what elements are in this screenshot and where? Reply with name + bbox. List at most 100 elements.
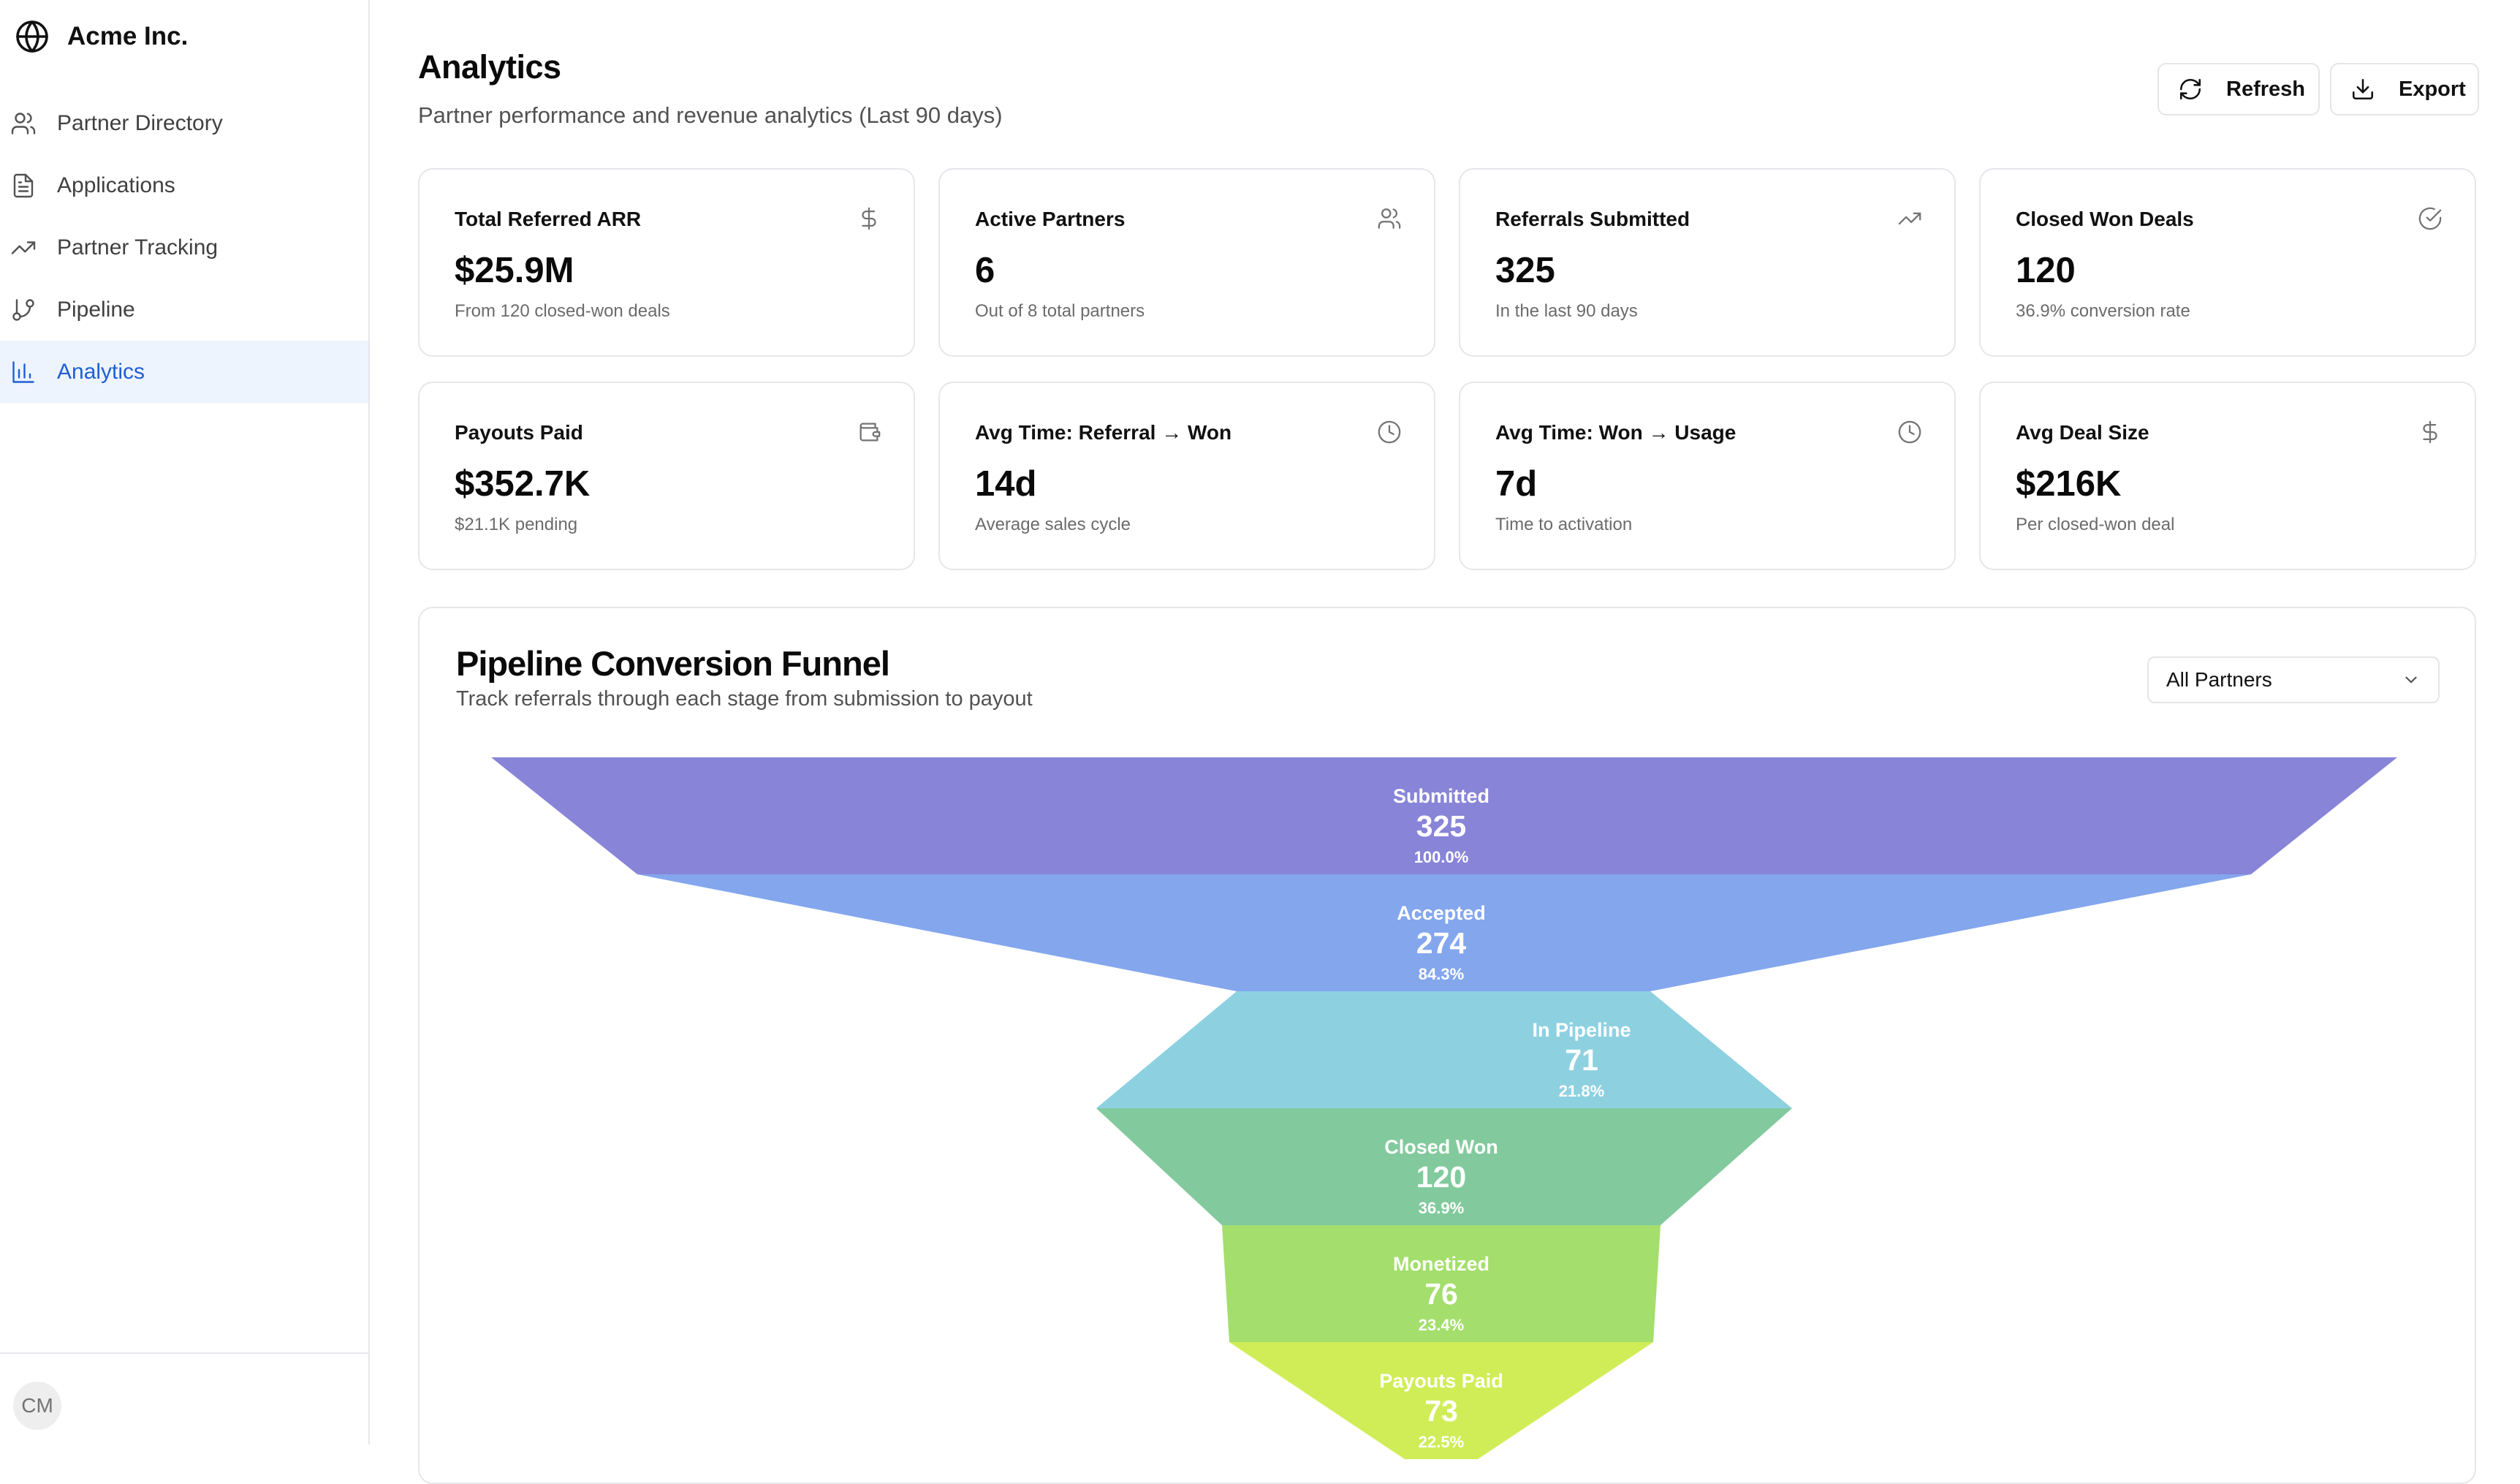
stat-description: Per closed-won deal xyxy=(2016,515,2175,534)
stat-title: Avg Time: Won → Usage xyxy=(1495,421,1737,444)
globe-icon xyxy=(15,19,50,54)
funnel-stage-value: 120 xyxy=(1416,1160,1466,1194)
stat-title: Active Partners xyxy=(975,208,1126,230)
funnel-subtitle: Track referrals through each stage from … xyxy=(456,687,1033,711)
funnel-stage-in-pipeline[interactable] xyxy=(1096,991,1792,1108)
funnel-stage-value: 76 xyxy=(1424,1277,1458,1311)
stat-description: Time to activation xyxy=(1495,515,1633,534)
funnel-stage-value: 71 xyxy=(1565,1043,1598,1077)
stat-description: From 120 closed-won deals xyxy=(455,301,670,321)
stat-description: 36.9% conversion rate xyxy=(2016,301,2190,321)
dollar-icon xyxy=(857,206,881,231)
sidebar-item-label: Pipeline xyxy=(57,297,135,322)
wallet-icon xyxy=(857,420,881,444)
sidebar-footer: CM xyxy=(0,1352,368,1430)
trending-up-icon xyxy=(10,235,37,261)
stat-description: Average sales cycle xyxy=(975,515,1131,534)
sidebar-item-partner-tracking[interactable]: Partner Tracking xyxy=(0,216,368,279)
stat-value: 7d xyxy=(1495,464,1538,504)
stat-value: 14d xyxy=(975,464,1037,504)
stat-card-avg-deal-size: Avg Deal Size $216K Per closed-won deal xyxy=(1979,382,2476,570)
sidebar-item-partner-directory[interactable]: Partner Directory xyxy=(0,92,368,154)
bar-chart-icon xyxy=(10,359,37,385)
stat-value: $25.9M xyxy=(455,251,574,290)
refresh-button[interactable]: Refresh xyxy=(2157,63,2320,116)
avatar[interactable]: CM xyxy=(13,1382,61,1430)
sidebar: Acme Inc. Partner Directory Applications… xyxy=(0,0,370,1445)
stat-card-payouts-paid: Payouts Paid $352.7K $21.1K pending xyxy=(418,382,915,570)
partner-filter-select[interactable]: All Partners xyxy=(2147,656,2440,703)
stat-title: Referrals Submitted xyxy=(1495,208,1690,230)
pipeline-funnel-card: Pipeline Conversion Funnel Track referra… xyxy=(418,607,2476,1484)
stat-card-total-referred-arr: Total Referred ARR $25.9M From 120 close… xyxy=(418,168,915,357)
dollar-icon xyxy=(2418,420,2443,444)
chevron-down-icon xyxy=(2402,670,2421,689)
stat-value: $216K xyxy=(2016,464,2122,504)
clock-icon xyxy=(1897,420,1922,444)
funnel-stage-accepted[interactable] xyxy=(637,874,2251,991)
partner-filter-value: All Partners xyxy=(2166,668,2272,691)
users-icon xyxy=(10,110,37,137)
funnel-stage-value: 274 xyxy=(1416,926,1467,960)
page-title: Analytics xyxy=(418,48,561,86)
funnel-stage-percent: 21.8% xyxy=(1559,1082,1604,1100)
brand-name: Acme Inc. xyxy=(67,22,189,50)
stat-title: Avg Deal Size xyxy=(2016,421,2149,444)
funnel-stage-label: Monetized xyxy=(1393,1253,1489,1275)
stat-card-active-partners: Active Partners 6 Out of 8 total partner… xyxy=(938,168,1435,357)
trending-up-icon xyxy=(1897,206,1922,231)
stat-description: In the last 90 days xyxy=(1495,301,1638,321)
funnel-stage-submitted[interactable] xyxy=(491,757,2397,874)
sidebar-item-pipeline[interactable]: Pipeline xyxy=(0,279,368,341)
sidebar-item-label: Partner Directory xyxy=(57,110,223,135)
download-icon xyxy=(2350,77,2375,102)
refresh-label: Refresh xyxy=(2226,77,2305,101)
funnel-stage-percent: 22.5% xyxy=(1419,1433,1464,1451)
stat-card-avg-time-referral-won: Avg Time: Referral → Won 14d Average sal… xyxy=(938,382,1435,570)
stat-title: Total Referred ARR xyxy=(455,208,642,230)
check-circle-icon xyxy=(2418,206,2443,231)
funnel-stage-label: Payouts Paid xyxy=(1379,1370,1503,1392)
sidebar-nav: Partner Directory Applications Partner T… xyxy=(0,92,368,403)
funnel-stage-payouts-paid[interactable] xyxy=(1229,1342,1653,1459)
stat-title: Closed Won Deals xyxy=(2016,208,2194,230)
stat-value: 120 xyxy=(2016,251,2076,290)
clock-icon xyxy=(1377,420,1402,444)
funnel-stage-label: Submitted xyxy=(1393,785,1489,807)
funnel-stage-label: Closed Won xyxy=(1384,1136,1498,1158)
git-branch-icon xyxy=(10,297,37,323)
file-text-icon xyxy=(10,173,37,199)
funnel-stage-monetized[interactable] xyxy=(1222,1225,1661,1342)
stat-value: 6 xyxy=(975,251,995,290)
sidebar-item-label: Applications xyxy=(57,173,175,197)
brand[interactable]: Acme Inc. xyxy=(15,19,188,54)
users-icon xyxy=(1377,206,1402,231)
funnel-stage-percent: 36.9% xyxy=(1419,1199,1464,1217)
funnel-stage-percent: 23.4% xyxy=(1419,1316,1464,1334)
sidebar-item-analytics[interactable]: Analytics xyxy=(0,341,368,403)
sidebar-item-applications[interactable]: Applications xyxy=(0,154,368,216)
refresh-icon xyxy=(2178,77,2203,102)
funnel-stage-value: 325 xyxy=(1416,809,1466,843)
main-content: Analytics Partner performance and revenu… xyxy=(370,0,2520,1484)
stat-value: 325 xyxy=(1495,251,1555,290)
page-subtitle: Partner performance and revenue analytic… xyxy=(418,102,1003,128)
stat-title: Avg Time: Referral → Won xyxy=(975,421,1232,444)
funnel-stage-closed-won[interactable] xyxy=(1096,1108,1792,1225)
stat-card-referrals-submitted: Referrals Submitted 325 In the last 90 d… xyxy=(1459,168,1956,357)
stat-card-avg-time-won-usage: Avg Time: Won → Usage 7d Time to activat… xyxy=(1459,382,1956,570)
export-label: Export xyxy=(2399,77,2466,101)
funnel-stage-percent: 84.3% xyxy=(1419,965,1464,983)
funnel-stage-value: 73 xyxy=(1424,1394,1458,1428)
export-button[interactable]: Export xyxy=(2330,63,2479,116)
funnel-stage-label: In Pipeline xyxy=(1532,1019,1631,1041)
funnel-stage-label: Accepted xyxy=(1397,902,1486,924)
stat-card-closed-won-deals: Closed Won Deals 120 36.9% conversion ra… xyxy=(1979,168,2476,357)
stat-description: Out of 8 total partners xyxy=(975,301,1145,321)
stat-value: $352.7K xyxy=(455,464,591,504)
sidebar-item-label: Partner Tracking xyxy=(57,235,219,260)
funnel-stage-percent: 100.0% xyxy=(1414,848,1469,866)
sidebar-item-label: Analytics xyxy=(57,359,145,384)
stat-title: Payouts Paid xyxy=(455,421,583,444)
